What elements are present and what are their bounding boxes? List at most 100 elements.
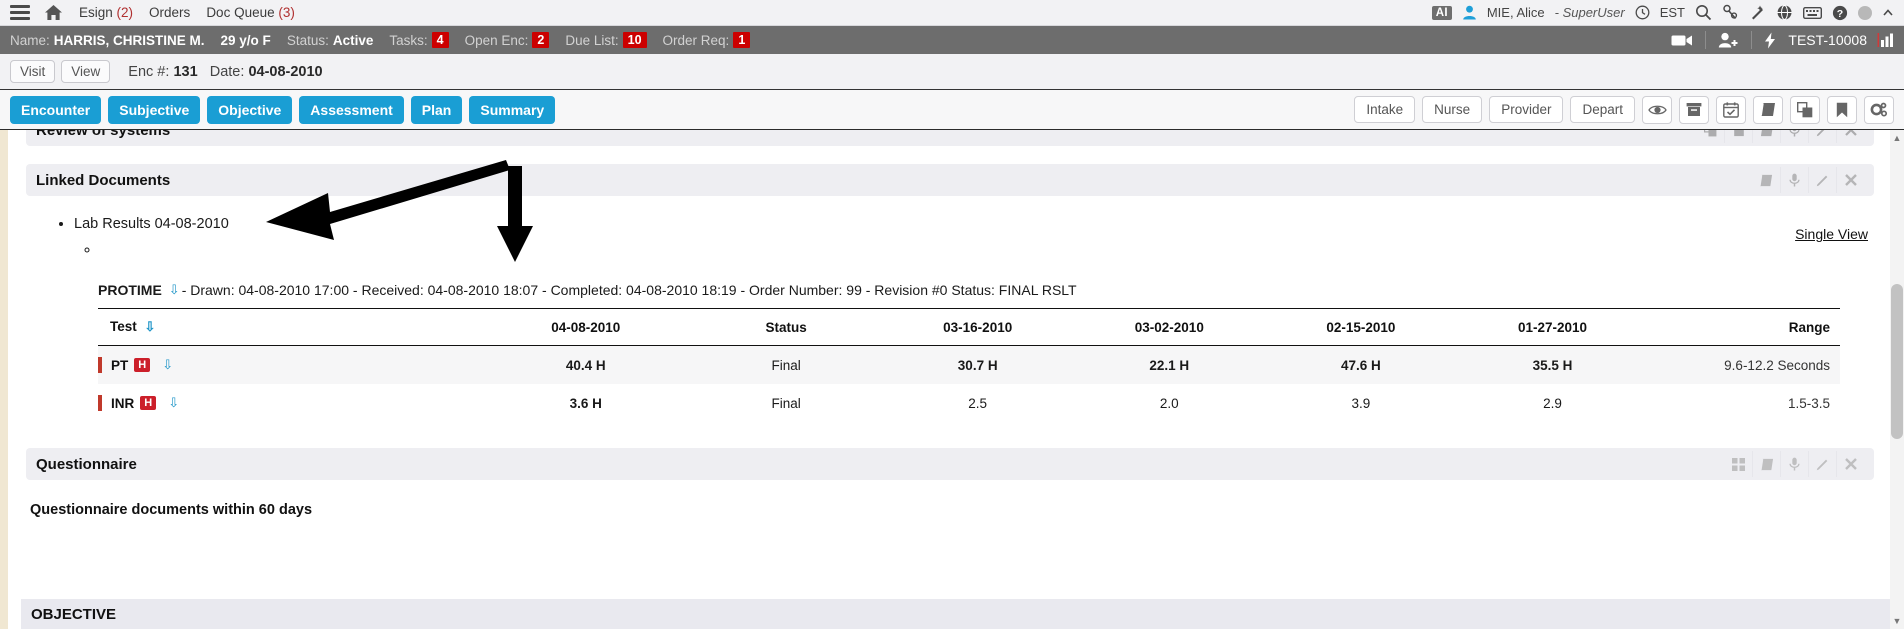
bookmark-icon[interactable] [1827, 95, 1857, 124]
trash-icon[interactable] [1724, 130, 1752, 143]
column-test[interactable]: Test ⇩ [98, 308, 482, 346]
tab-bar-right-group: Intake Nurse Provider Depart [1347, 95, 1894, 124]
collapse-icon[interactable] [1882, 7, 1894, 19]
cell-value: 2.5 [968, 395, 988, 411]
patient-status-value: Active [332, 32, 374, 48]
cell-value: 22.1 H [1149, 357, 1190, 373]
scrollbar-thumb[interactable] [1891, 284, 1903, 439]
nav-link-doc-queue[interactable]: Doc Queue (3) [206, 5, 295, 20]
lab-results-panel: PROTIME ⇩ - Drawn: 04-08-2010 17:00 - Re… [98, 282, 1840, 422]
section-questionnaire[interactable]: Questionnaire [26, 448, 1874, 480]
cell-range: 1.5-3.5 [1787, 395, 1830, 411]
lightning-icon[interactable] [1764, 32, 1776, 49]
chevron-down-icon[interactable]: ⇩ [162, 357, 173, 372]
book-icon[interactable] [1752, 130, 1780, 143]
settings-gears-icon[interactable] [1864, 95, 1894, 124]
tasks-count-badge[interactable]: 4 [431, 32, 449, 48]
grid-icon[interactable] [1724, 451, 1752, 477]
help-icon[interactable]: ? [1832, 5, 1848, 21]
column-date-4: 02-15-2010 [1265, 308, 1457, 346]
list-item-sub [100, 242, 1904, 258]
search-icon[interactable] [1695, 4, 1712, 21]
questionnaire-title: Questionnaire [36, 455, 137, 473]
tab-summary[interactable]: Summary [469, 95, 556, 124]
nav-link-esign[interactable]: Esign (2) [79, 5, 133, 20]
link-icon[interactable] [1722, 4, 1739, 21]
cell-status: Final [771, 357, 801, 373]
open-enc-count-badge[interactable]: 2 [532, 32, 550, 48]
order-req-count-badge[interactable]: 1 [733, 32, 751, 48]
top-navigation-bar: Esign (2) Orders Doc Queue (3) AI MIE, A… [0, 0, 1904, 26]
copy-icon[interactable] [1696, 130, 1724, 143]
ai-badge[interactable]: AI [1431, 5, 1452, 20]
globe-icon[interactable] [1776, 4, 1793, 21]
visit-button[interactable]: Visit [10, 60, 56, 83]
cell-value: 2.9 [1543, 395, 1562, 411]
book-icon[interactable] [1752, 451, 1780, 477]
top-navigation-right-group: AI MIE, Alice - SuperUser EST ? [1431, 4, 1898, 21]
book-icon[interactable] [1752, 167, 1780, 193]
pencil-icon[interactable] [1808, 167, 1836, 193]
eye-icon[interactable] [1642, 95, 1672, 124]
pencil-icon[interactable] [1808, 451, 1836, 477]
cell-value: 2.0 [1159, 395, 1179, 411]
patient-name-value: HARRIS, CHRISTINE M. [53, 32, 205, 48]
close-icon[interactable] [1836, 167, 1864, 193]
section-objective[interactable]: OBJECTIVE [21, 599, 1890, 629]
close-icon[interactable] [1836, 130, 1864, 143]
add-user-icon[interactable] [1718, 32, 1739, 48]
copy-icon[interactable] [1790, 95, 1820, 124]
microphone-icon[interactable] [1780, 451, 1808, 477]
column-test-label: Test [110, 319, 137, 334]
due-list-label: Due List: [565, 32, 619, 48]
tab-plan[interactable]: Plan [410, 95, 463, 124]
book-icon[interactable] [1753, 95, 1783, 124]
view-button[interactable]: View [61, 60, 111, 83]
tab-encounter[interactable]: Encounter [10, 95, 102, 124]
microphone-icon[interactable] [1780, 130, 1808, 143]
scroll-down-icon[interactable]: ▼ [1892, 616, 1902, 626]
microphone-icon[interactable] [1780, 167, 1808, 193]
row-test-cell: INR H ⇩ [98, 384, 481, 422]
wand-icon[interactable] [1749, 4, 1766, 21]
calendar-check-icon[interactable] [1716, 95, 1746, 124]
patient-age-sex: 29 y/o F [220, 32, 271, 48]
status-badge: H [140, 396, 157, 410]
scroll-up-icon[interactable]: ▲ [1892, 133, 1902, 143]
chevron-down-icon[interactable]: ⇩ [144, 319, 156, 334]
depart-button[interactable]: Depart [1570, 96, 1635, 123]
pencil-icon[interactable] [1808, 130, 1836, 143]
status-circle-icon[interactable] [1858, 5, 1872, 20]
section-tab-bar: Encounter Subjective Objective Assessmen… [0, 90, 1904, 130]
lab-results-table: Test ⇩ 04-08-2010 Status 03-16-2010 03-0… [98, 308, 1840, 422]
due-list-count-badge[interactable]: 10 [622, 32, 647, 48]
lab-panel-meta: - Drawn: 04-08-2010 17:00 - Received: 04… [181, 282, 1077, 298]
tab-subjective[interactable]: Subjective [108, 95, 201, 124]
home-icon[interactable] [44, 4, 63, 21]
archive-icon[interactable] [1679, 95, 1709, 124]
intake-button[interactable]: Intake [1354, 96, 1416, 123]
close-icon[interactable] [1836, 451, 1864, 477]
user-role-label: - SuperUser [1554, 5, 1625, 20]
tasks-label: Tasks: [389, 32, 428, 48]
section-review-of-systems[interactable]: Review of systems [26, 130, 1874, 146]
nurse-button[interactable]: Nurse [1422, 96, 1483, 123]
chevron-down-icon[interactable]: ⇩ [168, 395, 179, 410]
single-view-link[interactable]: Single View [1795, 226, 1868, 242]
hamburger-icon[interactable] [10, 5, 30, 20]
chevron-down-icon[interactable]: ⇩ [168, 282, 180, 297]
video-camera-icon[interactable] [1671, 33, 1693, 48]
column-date-5: 01-27-2010 [1456, 308, 1649, 346]
table-header-row: Test ⇩ 04-08-2010 Status 03-16-2010 03-0… [98, 308, 1840, 346]
tab-assessment[interactable]: Assessment [299, 95, 404, 124]
list-item[interactable]: Lab Results 04-08-2010 [74, 216, 1904, 232]
chart-bars-icon[interactable] [1877, 32, 1896, 48]
tab-objective[interactable]: Objective [207, 95, 293, 124]
enc-date-value: 04-08-2010 [248, 63, 323, 80]
nav-link-orders[interactable]: Orders [149, 5, 190, 20]
vertical-scrollbar[interactable]: ▲ ▼ [1890, 130, 1904, 629]
keyboard-icon[interactable] [1803, 6, 1822, 20]
provider-button[interactable]: Provider [1489, 96, 1564, 123]
row-test-cell: PT H ⇩ [98, 346, 481, 385]
section-linked-documents[interactable]: Linked Documents [26, 164, 1874, 196]
